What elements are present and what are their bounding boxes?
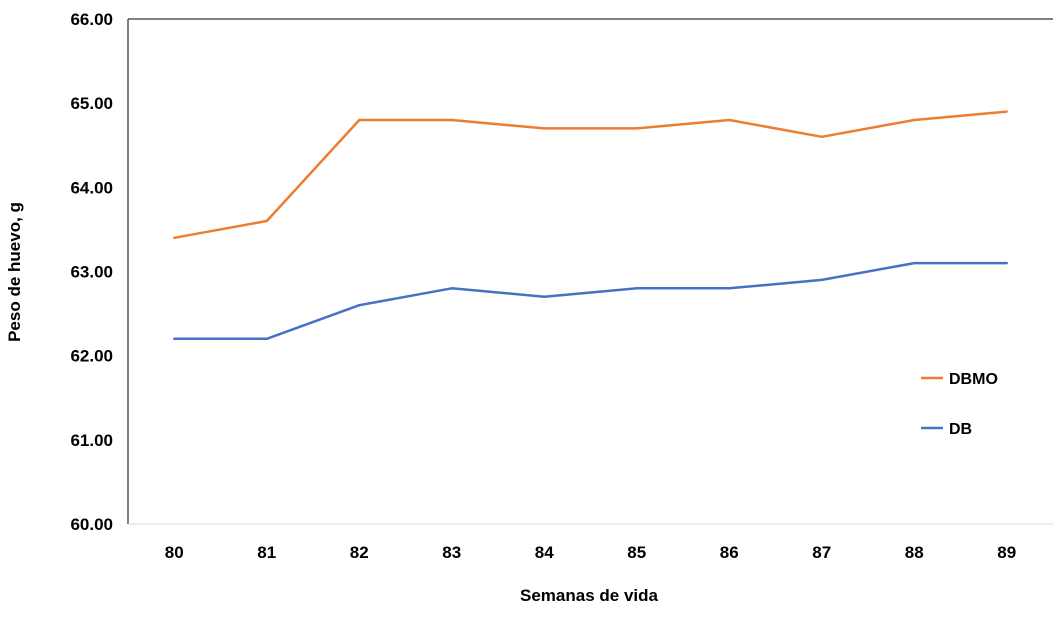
data-point-dbmo <box>543 127 546 130</box>
y-axis-ticks: 60.00 61.00 62.00 63.00 64.00 65.00 66.00 <box>70 10 113 534</box>
data-point-db <box>358 303 361 307</box>
x-tick-label: 83 <box>442 543 461 562</box>
legend: DBMO DB <box>921 371 998 438</box>
data-point-db <box>1005 261 1008 265</box>
y-tick-label: 60.00 <box>70 515 113 534</box>
x-tick-label: 82 <box>350 543 369 562</box>
axes <box>127 18 1053 525</box>
y-tick-label: 64.00 <box>70 178 113 197</box>
x-tick-label: 89 <box>997 543 1016 562</box>
x-tick-label: 81 <box>257 543 276 562</box>
data-point-db <box>913 261 916 265</box>
y-tick-label: 63.00 <box>70 263 113 282</box>
data-point-dbmo <box>358 118 361 122</box>
data-point-db <box>820 278 823 282</box>
y-tick-label: 61.00 <box>70 431 113 450</box>
data-point-dbmo <box>173 236 176 240</box>
y-tick-label: 62.00 <box>70 347 113 366</box>
data-point-db <box>173 337 176 341</box>
series-lines <box>173 110 1008 341</box>
x-tick-label: 84 <box>535 543 554 562</box>
y-tick-label: 66.00 <box>70 10 113 29</box>
y-axis-label: Peso de huevo, g <box>5 202 24 342</box>
legend-label-dbmo: DBMO <box>949 371 998 388</box>
series-line-dbmo <box>174 110 1007 240</box>
legend-label-db: DB <box>949 421 972 438</box>
data-point-dbmo <box>1005 110 1008 113</box>
data-point-dbmo <box>450 118 453 122</box>
data-point-dbmo <box>265 219 268 223</box>
x-tick-label: 85 <box>627 543 646 562</box>
data-point-db <box>543 295 546 298</box>
x-axis-ticks: 80 81 82 83 84 85 86 87 88 89 <box>165 543 1016 562</box>
data-point-dbmo <box>635 127 638 130</box>
y-tick-label: 65.00 <box>70 94 113 113</box>
series-line-db <box>174 261 1007 341</box>
x-tick-label: 88 <box>905 543 924 562</box>
data-point-db <box>450 287 453 290</box>
data-point-db <box>635 287 638 290</box>
data-point-db <box>728 287 731 290</box>
data-point-db <box>265 337 268 341</box>
x-tick-label: 87 <box>812 543 831 562</box>
x-tick-label: 80 <box>165 543 184 562</box>
x-axis-label: Semanas de vida <box>520 586 659 605</box>
x-tick-label: 86 <box>720 543 739 562</box>
data-point-dbmo <box>913 118 916 122</box>
data-point-dbmo <box>728 118 731 122</box>
data-point-dbmo <box>820 135 823 139</box>
